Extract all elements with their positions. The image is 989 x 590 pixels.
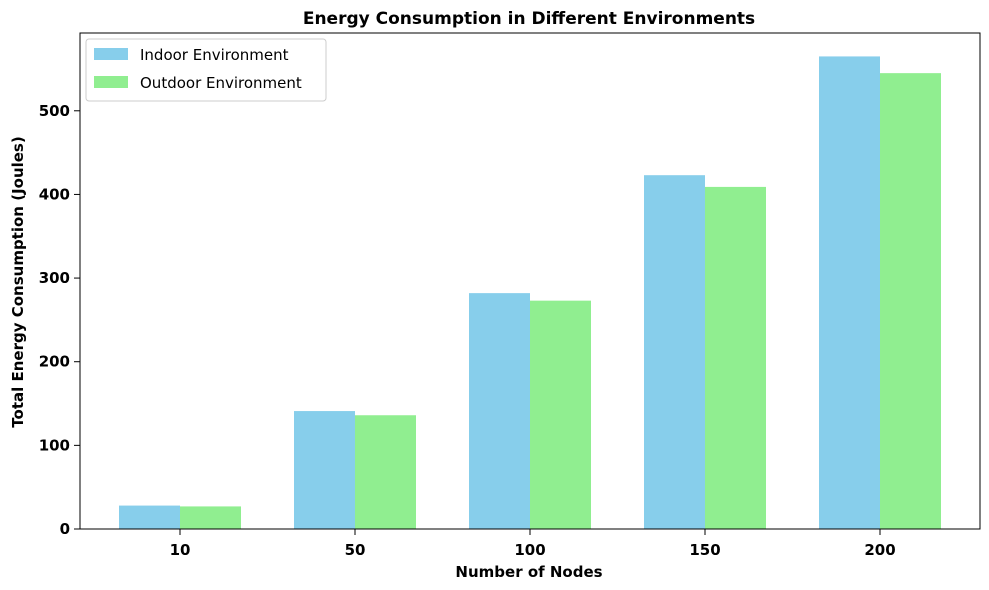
chart-title: Energy Consumption in Different Environm… [303,9,755,29]
bar-indoor-50 [294,411,355,529]
y-tick-label: 500 [39,102,70,120]
bar-outdoor-150 [705,186,766,529]
y-axis-label: Total Energy Consumption (Joules) [9,136,27,427]
y-tick-label: 100 [39,436,70,454]
bar-indoor-150 [644,175,705,529]
legend-label-indoor: Indoor Environment [140,46,289,64]
legend-swatch-indoor [94,48,128,60]
y-tick-label: 0 [60,520,70,538]
bar-indoor-100 [469,293,530,529]
x-axis-label: Number of Nodes [455,563,602,581]
x-axis-ticks: 10 50 100 150 200 [170,529,896,559]
y-tick-label: 400 [39,185,70,203]
bar-outdoor-200 [880,73,941,529]
y-tick-label: 200 [39,353,70,371]
bars-group [119,56,941,530]
y-axis-ticks: 0 100 200 300 400 500 [39,102,80,538]
x-tick-label: 150 [689,541,720,559]
legend-frame [85,38,327,102]
bar-outdoor-10 [180,506,241,529]
legend-swatch-outdoor [94,76,128,88]
legend: Indoor Environment Outdoor Environment [85,38,327,102]
bar-indoor-10 [119,505,180,529]
x-tick-label: 50 [345,541,366,559]
bar-indoor-200 [819,56,880,530]
y-tick-label: 300 [39,269,70,287]
legend-label-outdoor: Outdoor Environment [140,74,302,92]
bar-outdoor-100 [530,300,591,529]
x-tick-label: 10 [170,541,191,559]
bar-outdoor-50 [355,415,416,529]
x-tick-label: 200 [864,541,895,559]
x-tick-label: 100 [514,541,545,559]
